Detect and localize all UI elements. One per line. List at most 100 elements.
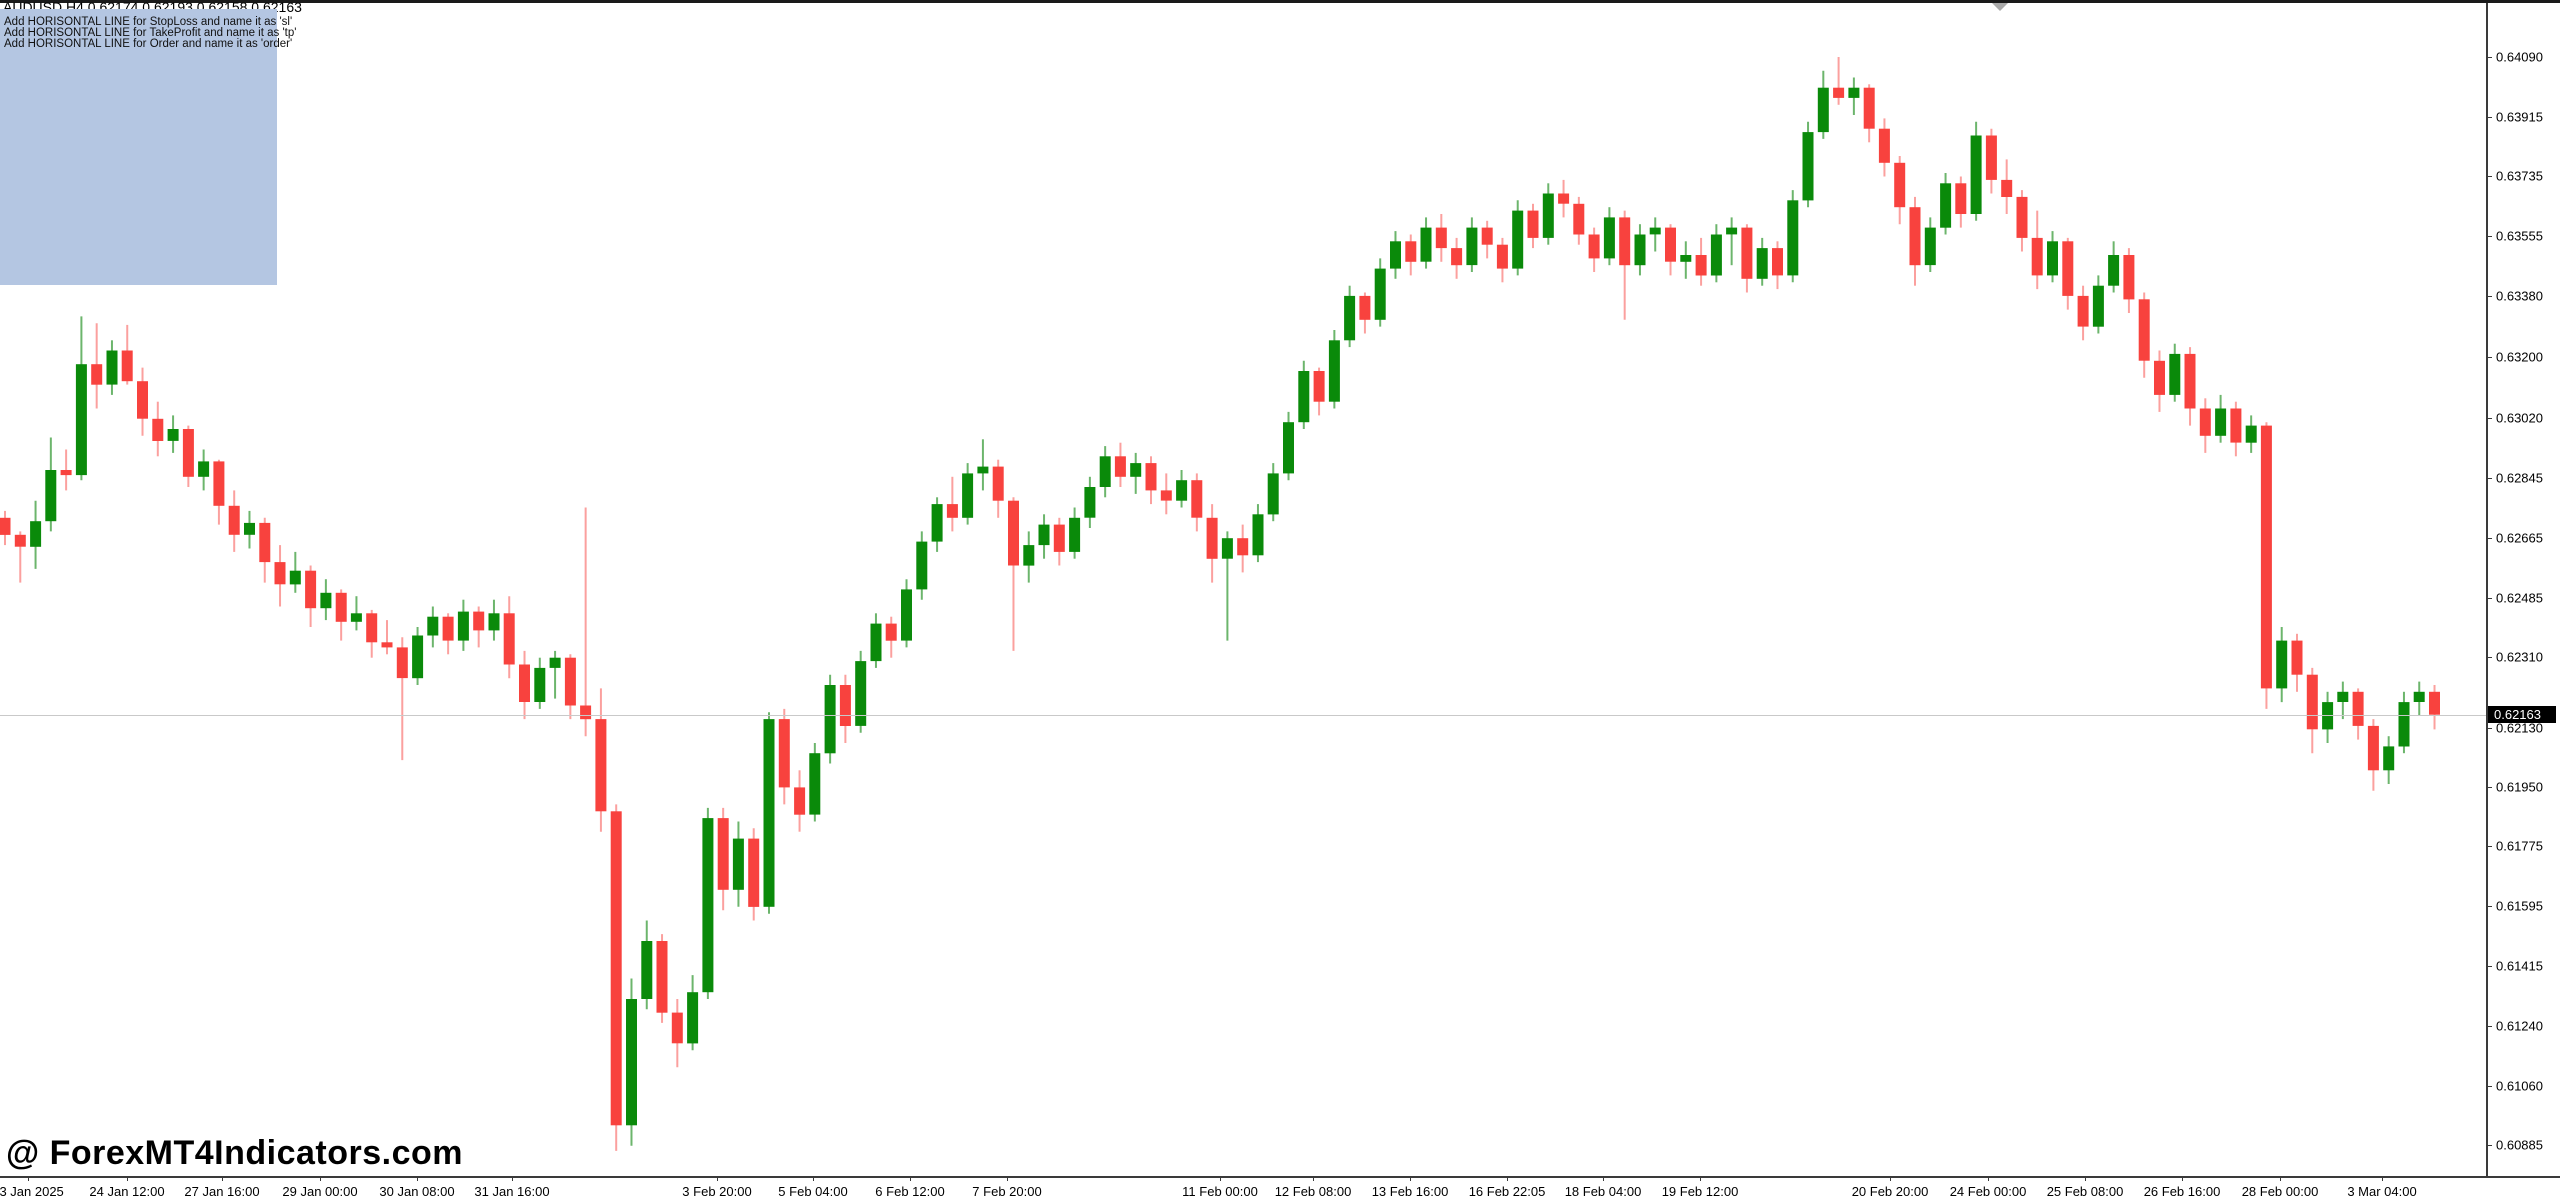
candle-body: [549, 657, 561, 668]
candle-body: [1252, 514, 1264, 556]
time-axis-tick: [1220, 1176, 1221, 1181]
price-axis-label: 0.61415: [2496, 958, 2543, 974]
candle-body: [1114, 456, 1126, 477]
time-axis-line: [0, 1176, 2560, 1178]
time-axis-label: 25 Feb 08:00: [2046, 1184, 2124, 1199]
time-axis-label: 18 Feb 04:00: [1564, 1184, 1642, 1199]
candle-body: [595, 719, 607, 812]
price-axis-tick: [2486, 538, 2492, 539]
price-axis-label: 0.63200: [2496, 349, 2543, 365]
candle-body: [992, 466, 1004, 501]
candle-body: [1527, 210, 1539, 238]
candle-body: [2306, 674, 2318, 730]
candle-body: [1512, 210, 1524, 269]
time-axis-label: 3 Feb 20:00: [682, 1184, 752, 1199]
candle-body: [152, 418, 164, 441]
candle-body: [717, 818, 729, 890]
candle-body: [732, 838, 744, 890]
candle-body: [824, 685, 836, 754]
bar-shift-marker-icon[interactable]: [1992, 3, 2008, 11]
candle-body: [2138, 299, 2150, 361]
candle-body: [366, 613, 378, 643]
candle-body: [2429, 691, 2440, 715]
candle-body: [1833, 87, 1845, 98]
candle-body: [2260, 425, 2272, 689]
time-axis-tick: [1700, 1176, 1701, 1181]
price-axis-tick: [2486, 1086, 2492, 1087]
candle-body: [1558, 193, 1570, 204]
candle-body: [2383, 746, 2395, 771]
candle-body: [106, 350, 118, 385]
time-axis-tick: [1007, 1176, 1008, 1181]
candle-body: [381, 642, 393, 648]
candle-body: [1084, 487, 1096, 518]
price-axis-tick: [2486, 657, 2492, 658]
time-axis-label: 30 Jan 08:00: [379, 1184, 455, 1199]
price-axis-label: 0.63915: [2496, 109, 2543, 125]
candle-body: [1435, 227, 1447, 249]
price-axis-tick: [2486, 57, 2492, 58]
candle-body: [2413, 691, 2425, 702]
time-axis-label: 12 Feb 08:00: [1274, 1184, 1352, 1199]
ea-comment-box: Add HORISONTAL LINE for StopLoss and nam…: [0, 9, 297, 285]
time-axis-label: 24 Feb 00:00: [1949, 1184, 2027, 1199]
time-axis-tick: [222, 1176, 223, 1181]
time-axis-label: 16 Feb 22:05: [1468, 1184, 1546, 1199]
candle-body: [610, 811, 622, 1126]
candle-body: [687, 992, 699, 1044]
price-axis-label: 0.61240: [2496, 1018, 2543, 1034]
price-axis-label: 0.62665: [2496, 530, 2543, 546]
price-axis[interactable]: 0.64090 0.63915 0.63735 0.63555 0.63380 0.632…: [2486, 0, 2560, 1176]
candle-body: [1481, 227, 1493, 245]
time-axis-label: 11 Feb 00:00: [1182, 1184, 1258, 1199]
comment-line-1: Add HORISONTAL LINE for StopLoss and nam…: [4, 16, 293, 28]
candle-body: [794, 787, 806, 815]
price-axis-label: 0.63380: [2496, 288, 2543, 304]
candle-body: [1328, 340, 1340, 402]
candle-body: [442, 616, 454, 641]
comment-line-2: Add HORISONTAL LINE for TakeProfit and n…: [4, 26, 297, 39]
time-axis-tick: [1988, 1176, 1989, 1181]
candle-body: [1542, 193, 1554, 238]
time-axis-label: 7 Feb 20:00: [972, 1184, 1042, 1199]
candle-body: [1069, 517, 1081, 552]
price-axis-label: 0.61775: [2496, 838, 2543, 854]
candle-body: [1802, 132, 1814, 201]
candle-body: [626, 999, 637, 1126]
price-axis-label: 0.62310: [2496, 649, 2543, 665]
candle-body: [1665, 227, 1676, 262]
candle-body: [1985, 135, 1997, 180]
candle-body: [2077, 295, 2089, 327]
candle-body: [1634, 234, 1646, 266]
price-axis-tick: [2486, 1145, 2492, 1146]
candle-body: [564, 657, 576, 706]
candle-body: [885, 623, 897, 641]
candle-body: [45, 470, 57, 522]
chart-area[interactable]: [0, 0, 2486, 1176]
time-axis-label: 31 Jan 16:00: [474, 1184, 550, 1199]
price-axis-label: 0.63020: [2496, 410, 2543, 426]
candle-body: [534, 667, 546, 702]
candle-body: [213, 461, 225, 506]
candle-body: [1741, 227, 1753, 279]
time-axis-tick: [28, 1176, 29, 1181]
candle-body: [901, 589, 912, 641]
candle-body: [1023, 545, 1035, 566]
price-axis-label: 0.63555: [2496, 228, 2543, 244]
candle-body: [931, 504, 943, 542]
candle-body: [121, 350, 133, 382]
price-axis-line: [2486, 3, 2488, 1176]
candle-body: [1359, 295, 1371, 320]
price-axis-label: 0.61595: [2496, 898, 2543, 914]
candle-body: [1344, 295, 1356, 341]
candle-body: [1726, 227, 1738, 235]
price-axis-tick: [2486, 357, 2492, 358]
time-axis[interactable]: 23 Jan 2025 24 Jan 12:00 27 Jan 16:00 29 Ja…: [0, 1176, 2560, 1201]
candle-body: [2001, 179, 2013, 197]
candle-body: [1176, 480, 1188, 501]
candle-body: [656, 941, 668, 1013]
time-axis-label: 20 Feb 20:00: [1851, 1184, 1929, 1199]
candlestick-chart: [0, 57, 2440, 1151]
time-axis-label: 28 Feb 00:00: [2241, 1184, 2319, 1199]
candle-body: [289, 570, 301, 585]
